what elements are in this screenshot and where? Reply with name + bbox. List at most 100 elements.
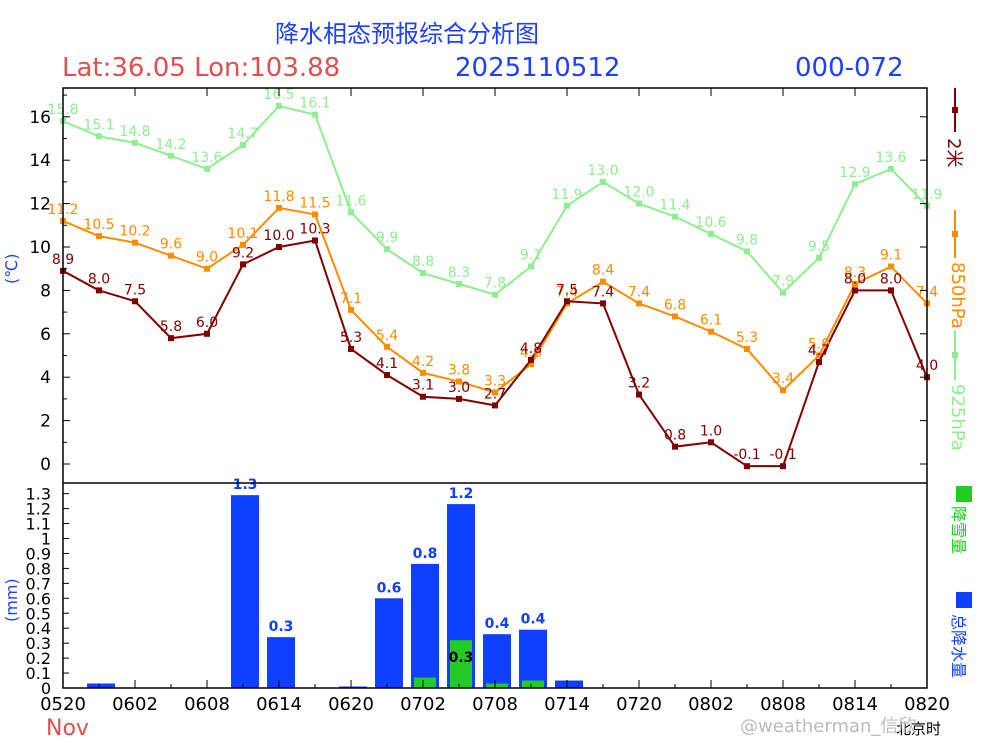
t850-point	[780, 387, 786, 394]
legend-850-glyph-marker	[952, 231, 958, 237]
total-precip-bar	[375, 598, 403, 688]
t850-point	[96, 233, 102, 240]
t925-point	[132, 139, 138, 146]
t850-value-label: 7.4	[628, 284, 650, 300]
t925-value-label: 14.7	[227, 126, 258, 142]
t2m-value-label: 4.1	[376, 356, 398, 372]
t850-value-label: 5.0	[808, 337, 830, 353]
precip-tick-label: 0.8	[26, 559, 51, 578]
t925-point	[852, 181, 858, 188]
t925-value-label: 14.2	[155, 137, 186, 153]
t2m-point	[888, 287, 894, 294]
bar-value-label: 0.8	[413, 546, 438, 562]
month-label: Nov	[46, 716, 89, 741]
t925-point	[348, 209, 354, 216]
precip-tick-label: 1.1	[26, 515, 51, 534]
t925-point	[636, 200, 642, 207]
total-precip-bar	[231, 495, 259, 688]
t925-value-label: 16.1	[299, 96, 330, 112]
t925-value-label: 7.8	[484, 276, 506, 292]
t2m-value-label: 7.5	[124, 282, 146, 298]
t925-value-label: 9.9	[376, 230, 398, 246]
init-date-label: 2025110512	[455, 53, 621, 83]
t2m-point	[636, 391, 642, 398]
x-tick-label: 0520	[40, 694, 86, 715]
t850-point	[348, 306, 354, 313]
legend-snow-swatch	[956, 486, 972, 502]
x-tick-label: 0608	[184, 694, 230, 715]
t2m-value-label: 8.0	[88, 271, 110, 287]
temp-tick-label: 12	[29, 195, 51, 215]
t850-point	[708, 328, 714, 335]
t925-value-label: 15.1	[83, 117, 114, 133]
t2m-value-label: 4.7	[808, 343, 830, 359]
t850-value-label: 11.5	[299, 195, 330, 211]
t925-value-label: 11.4	[659, 198, 690, 214]
chart-title: 降水相态预报综合分析图	[275, 20, 539, 48]
t925-value-label: 8.8	[412, 254, 434, 270]
t925-point	[816, 254, 822, 261]
total-precip-bar	[483, 634, 511, 688]
t2m-value-label: 3.1	[412, 378, 434, 394]
t850-point	[384, 343, 390, 350]
precip-tick-label: 0.4	[26, 619, 51, 638]
t925-point	[204, 165, 210, 172]
t850-value-label: 8.4	[592, 263, 614, 279]
t925-point	[888, 165, 894, 172]
t925-value-label: 7.9	[772, 274, 794, 290]
t925-point	[564, 202, 570, 209]
t2m-value-label: 7.5	[556, 282, 578, 298]
total-precip-bar	[411, 563, 439, 688]
t850-value-label: 5.3	[736, 330, 758, 346]
t850-value-label: 4.2	[412, 354, 434, 370]
t925-point	[312, 111, 318, 118]
temp-tick-label: 14	[29, 151, 51, 171]
t2m-line	[62, 239, 928, 468]
t2m-value-label: -0.1	[733, 447, 760, 463]
t2m-point	[564, 298, 570, 305]
t2m-value-label: 3.2	[628, 376, 650, 392]
t925-value-label: 14.8	[119, 124, 150, 140]
precip-tick-label: 0.1	[26, 664, 51, 683]
t850-value-label: 10.1	[227, 226, 258, 242]
x-tick-label: 0602	[112, 694, 158, 715]
t850-value-label: 9.0	[196, 250, 218, 266]
t2m-value-label: 8.0	[880, 271, 902, 287]
watermark: @weatherman_信欣	[740, 716, 917, 737]
t925-point	[780, 289, 786, 296]
t850-point	[132, 239, 138, 246]
x-tick-label: 0802	[688, 694, 734, 715]
t925-value-label: 9.5	[808, 239, 830, 255]
x-tick-label: 0808	[760, 694, 806, 715]
precip-tick-label: 0.6	[26, 589, 51, 608]
t850-point	[420, 369, 426, 376]
t2m-value-label: 2.7	[484, 386, 506, 402]
total-precip-bar	[519, 629, 547, 688]
x-tick-label: 0814	[832, 694, 878, 715]
precip-tick-label: 1.3	[26, 485, 51, 504]
t2m-value-label: 8.0	[844, 271, 866, 287]
t2m-value-label: 7.4	[592, 284, 614, 300]
t2m-point	[816, 359, 822, 366]
t925-value-label: 10.6	[695, 215, 726, 231]
temp-tick-label: 2	[40, 412, 51, 432]
t925-point	[708, 230, 714, 237]
t2m-value-label: 10.0	[263, 228, 294, 244]
t2m-value-label: 5.3	[340, 330, 362, 346]
precip-tick-label: 0.7	[26, 574, 51, 593]
t850-value-label: 7.4	[556, 284, 578, 300]
x-tick-label: 0620	[328, 694, 374, 715]
t925-point	[492, 291, 498, 298]
t2m-value-label: 5.8	[160, 319, 182, 335]
t2m-point	[600, 300, 606, 307]
t850-value-label: 9.6	[160, 237, 182, 253]
x-tick-label: 0720	[616, 694, 662, 715]
t850-value-label: 3.4	[772, 371, 794, 387]
t925-value-label: 11.6	[335, 193, 366, 209]
t925-point	[600, 178, 606, 185]
t850-point	[744, 345, 750, 352]
t2m-value-label: 1.0	[700, 423, 722, 439]
t925-point	[384, 246, 390, 253]
precip-tick-label: 0.9	[26, 544, 51, 563]
precip-tick-label: 0.3	[26, 634, 51, 653]
